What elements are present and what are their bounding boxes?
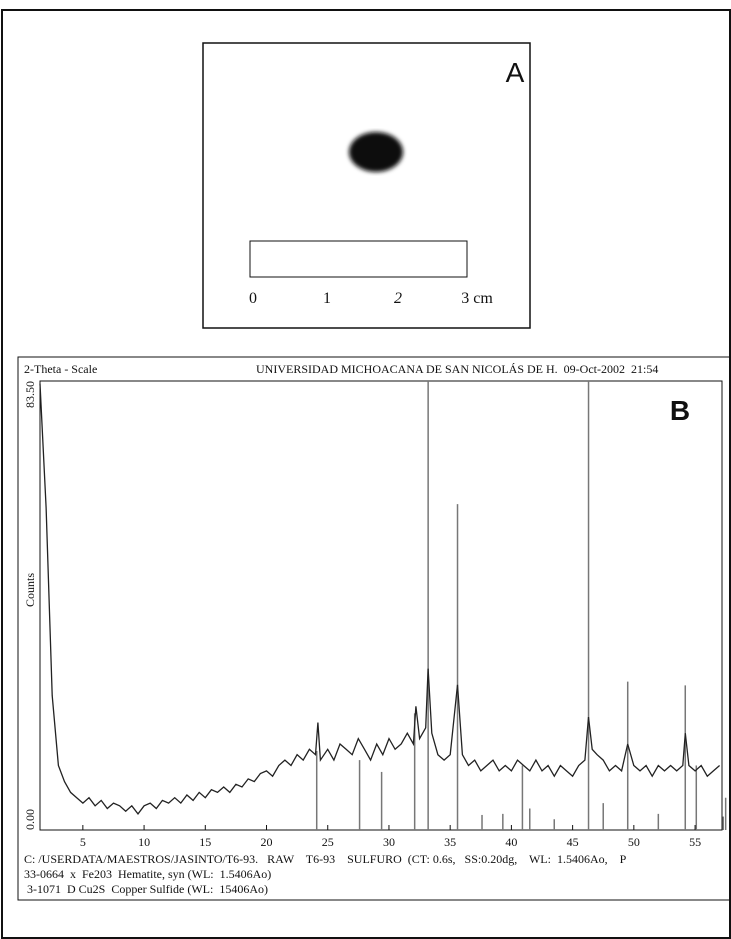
panel-label: B [670,395,690,426]
plot-area [39,380,723,831]
panel-b [17,356,731,901]
diffraction-line [39,383,721,815]
x-tick-label: 30 [383,835,395,849]
x-tick-label: 45 [567,835,579,849]
x-tick-label: 55 [689,835,701,849]
y-tick-label: 83.50 [23,381,37,408]
x-tick-label: 5 [80,835,86,849]
sample-dot [349,132,403,172]
y-tick-label: 0.00 [23,809,37,830]
x-tick-label: 25 [322,835,334,849]
note: 3-1071 D Cu2S Copper Sulfide (WL: 15406A… [24,882,268,896]
note: C: /USERDATA/MAESTROS/JASINTO/T6-93. RAW… [24,852,627,866]
frame [1,9,731,939]
panel-label: A [506,57,525,88]
x-tick-label: 10 [138,835,150,849]
scale-bar [249,240,468,278]
x-tick-label: 15 [199,835,211,849]
note: 33-0664 x Fe203 Hematite, syn (WL: 1.540… [24,867,271,881]
x-tick-label: 50 [628,835,640,849]
y-axis-title: Counts [23,573,37,607]
scale-label: 1 [323,290,331,307]
x-tick-label: 40 [505,835,517,849]
scale-label: 2 [394,290,402,307]
header: UNIVERSIDAD MICHOACANA DE SAN NICOLÁS DE… [256,362,658,376]
x-tick-label: 35 [444,835,456,849]
x-tick-label: 20 [261,835,273,849]
x-axis-title: 2-Theta - Scale [24,362,97,376]
panel-a [202,42,531,329]
scale-label: 0 [249,290,257,307]
scale-label: 3 cm [461,290,493,307]
